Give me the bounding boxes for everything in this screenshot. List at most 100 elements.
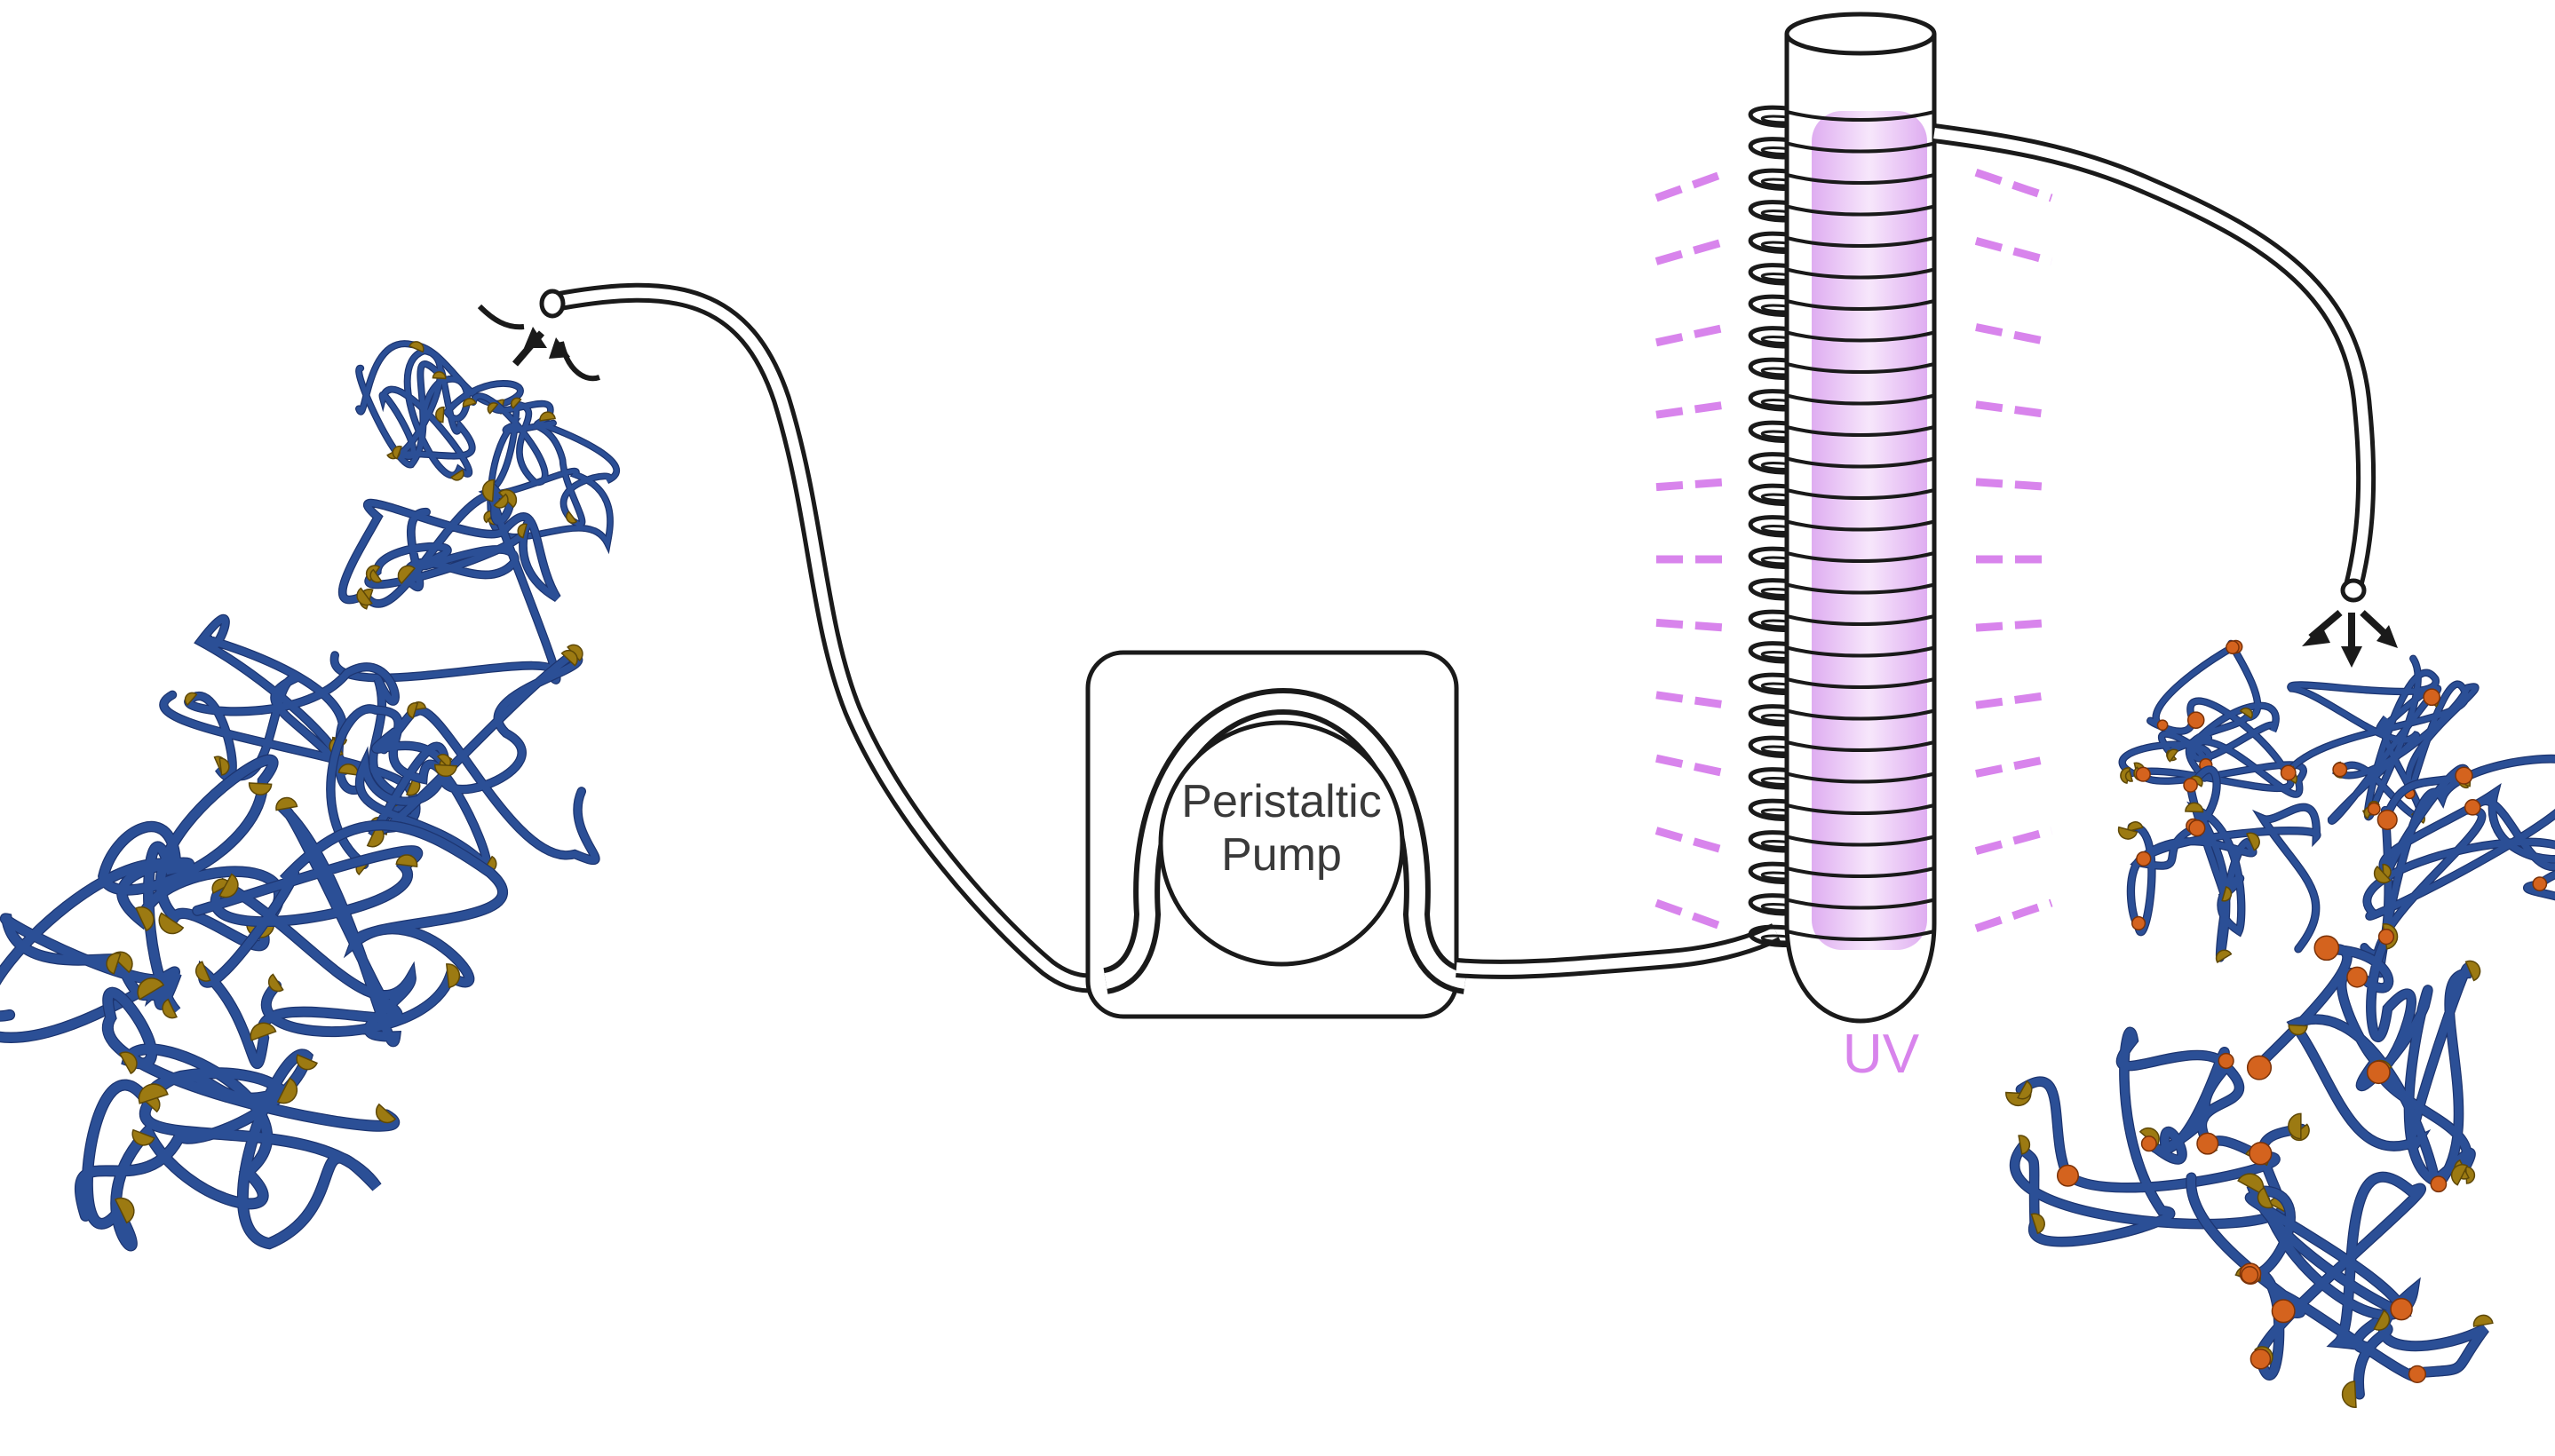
coil-winding — [1786, 236, 1935, 248]
tubing-coil — [1748, 105, 1788, 948]
polymer-chain — [2251, 932, 2475, 1188]
coil-winding — [1786, 330, 1935, 343]
coil-winding — [1786, 582, 1935, 595]
polymer-coil-loaded — [2186, 1171, 2494, 1408]
pendant-group — [267, 973, 284, 993]
pendant-group — [296, 1054, 318, 1071]
pendant-group — [435, 406, 445, 423]
coil-winding — [1786, 898, 1935, 910]
pendant-group — [566, 510, 578, 524]
polymer-coil — [329, 479, 561, 684]
uv-ray-right — [1974, 898, 2053, 933]
coil-winding — [1786, 645, 1935, 658]
coil-loop — [1748, 515, 1788, 538]
pendant-group — [493, 493, 509, 509]
coil-loop-inner — [1760, 808, 1788, 818]
coil-loop — [1748, 609, 1788, 633]
pendant-group — [434, 764, 458, 777]
uv-ray-right — [1975, 754, 2052, 778]
pendant-group — [250, 1022, 277, 1041]
pendant-group — [2373, 865, 2392, 884]
polymer-coils-before — [0, 340, 620, 1252]
bound-particle — [2135, 766, 2151, 782]
coil-loop — [1748, 294, 1788, 318]
coil-loop-inner — [1760, 273, 1788, 281]
polymer-chain — [2128, 766, 2320, 961]
bound-particle — [2332, 762, 2348, 778]
pendant-group — [2221, 886, 2232, 902]
bound-particle — [2390, 1297, 2413, 1321]
bound-particle — [2226, 640, 2240, 655]
pendant-group — [539, 411, 556, 422]
coil-loop-inner — [1760, 146, 1788, 155]
pendant-group — [2117, 826, 2138, 840]
coil-loop-inner — [1760, 556, 1788, 566]
coil-loop — [1748, 231, 1788, 255]
coil-winding — [1786, 677, 1935, 689]
pendant-group — [2185, 802, 2204, 813]
coil-loop — [1748, 326, 1788, 349]
pendant-group — [184, 692, 198, 707]
uv-ray-left — [1654, 827, 1729, 855]
coil-loop — [1748, 861, 1788, 885]
inlet-tubing — [545, 282, 1138, 993]
uv-ray-left — [1655, 754, 1728, 778]
coil-winding — [1786, 425, 1935, 437]
coil-loop-inner — [1760, 304, 1788, 313]
pendant-group — [118, 1051, 138, 1075]
pendant-group — [158, 912, 185, 935]
pendant-group — [481, 479, 496, 502]
coil-loop — [1748, 924, 1788, 948]
bound-particle — [2140, 1136, 2157, 1152]
pendant-group — [409, 341, 425, 353]
polymer-coil-loaded — [2117, 765, 2321, 963]
pendant-group — [2450, 1164, 2469, 1186]
bound-particle — [2532, 876, 2548, 891]
bound-particle — [2249, 1142, 2273, 1166]
pendant-group — [511, 397, 522, 409]
coil-winding — [1786, 803, 1935, 815]
coil-loop — [1748, 830, 1788, 853]
coil-winding — [1786, 519, 1935, 532]
uv-ray-left — [1655, 618, 1728, 632]
coil-winding — [1786, 110, 1935, 122]
polymer-coil-loaded — [2118, 639, 2307, 798]
coil-winding — [1786, 204, 1935, 217]
coil-loop-inner — [1760, 619, 1788, 629]
outlet-tubing — [1932, 123, 2376, 603]
pendant-group — [462, 398, 477, 408]
pendant-group — [218, 873, 239, 898]
bound-particle — [2241, 1266, 2259, 1285]
coil-loop-inner — [1760, 336, 1788, 344]
tubing-coil-windings — [1786, 110, 1935, 941]
pendant-group — [137, 977, 165, 1001]
pendant-group — [114, 1197, 135, 1224]
pump-to-reactor-tubing — [1456, 923, 1781, 979]
bound-particle — [2408, 1365, 2427, 1383]
coil-loop-inner — [1760, 178, 1788, 187]
coil-loop-inner — [1760, 493, 1788, 502]
coil-loop — [1748, 357, 1788, 381]
polymer-chain-outline — [2186, 1171, 2489, 1400]
uv-ray-right — [1975, 400, 2052, 419]
pendant-group — [162, 998, 178, 1019]
bound-particle — [2056, 1164, 2079, 1187]
uv-ray-left — [1655, 691, 1728, 709]
bound-particle — [2464, 799, 2481, 816]
coil-loop — [1748, 168, 1788, 192]
coil-winding — [1786, 141, 1935, 154]
uv-ray-right — [1974, 237, 2053, 265]
pendant-group — [395, 854, 418, 867]
pendant-group — [218, 757, 230, 776]
coil-loop — [1748, 578, 1788, 601]
coil-loop-inner — [1760, 651, 1788, 660]
coil-loop-inner — [1760, 462, 1788, 471]
bound-particle — [2430, 1175, 2448, 1193]
bound-particle — [2377, 928, 2395, 946]
bound-particle — [2271, 1299, 2296, 1324]
pump-label-line2: Pump — [1221, 829, 1342, 881]
pendant-group — [275, 796, 298, 811]
coil-loop — [1748, 893, 1788, 916]
coil-loop-inner — [1760, 399, 1788, 408]
pendant-group — [2341, 1380, 2357, 1408]
